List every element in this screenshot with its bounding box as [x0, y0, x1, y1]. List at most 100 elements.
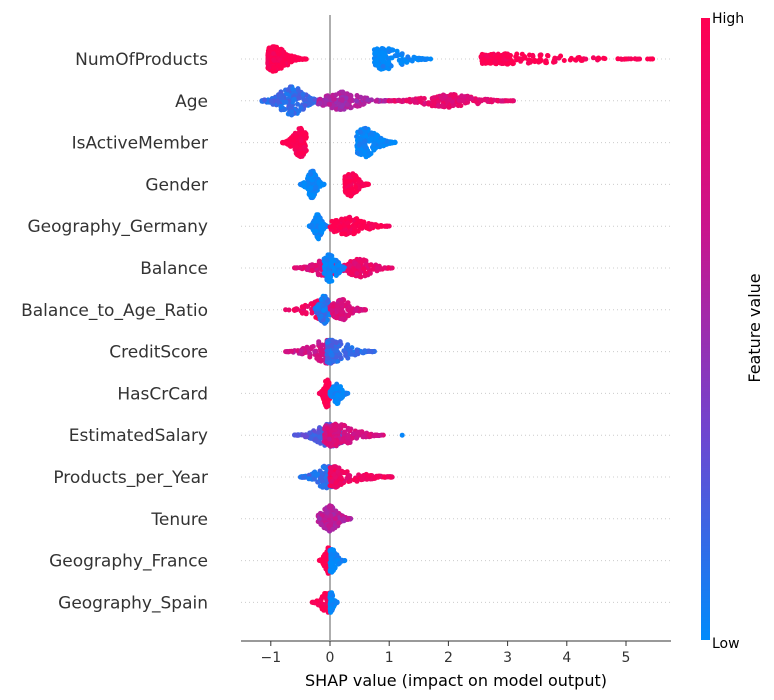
data-point	[277, 65, 283, 71]
data-point	[295, 101, 300, 107]
data-point	[351, 172, 356, 178]
data-point	[322, 434, 328, 440]
data-point	[356, 142, 362, 148]
data-point	[316, 430, 322, 436]
data-point	[334, 315, 340, 321]
data-point	[295, 88, 301, 93]
data-point	[307, 350, 312, 356]
data-point	[385, 56, 391, 62]
data-point	[303, 310, 309, 316]
data-point	[338, 355, 344, 361]
feature-label: EstimatedSalary	[69, 426, 208, 446]
data-point	[354, 150, 360, 156]
data-point	[376, 224, 382, 229]
data-point	[418, 57, 424, 63]
data-point	[357, 129, 363, 135]
data-point	[327, 391, 333, 397]
data-point	[349, 351, 355, 357]
data-point	[354, 306, 359, 312]
data-point	[545, 53, 550, 58]
data-point	[514, 51, 520, 57]
data-point	[379, 50, 385, 56]
data-point	[337, 225, 343, 230]
data-point	[544, 60, 549, 66]
data-point	[527, 59, 533, 65]
data-point	[460, 98, 466, 104]
data-point	[373, 98, 379, 104]
data-point	[365, 97, 371, 103]
data-point	[327, 436, 332, 442]
feature-swarm	[309, 590, 340, 615]
data-point	[324, 257, 330, 263]
data-point	[351, 267, 357, 273]
data-point	[330, 303, 336, 309]
data-point	[333, 340, 339, 346]
data-point	[339, 216, 344, 222]
data-point	[278, 104, 284, 110]
data-point	[357, 136, 363, 142]
feature-label: Balance_to_Age_Ratio	[21, 301, 208, 321]
data-point	[442, 94, 448, 100]
data-point	[632, 56, 638, 62]
data-point	[532, 59, 538, 65]
data-point	[334, 219, 340, 225]
data-point	[300, 432, 306, 438]
feature-swarm	[265, 44, 656, 74]
data-point	[372, 432, 378, 438]
data-point	[342, 181, 348, 187]
data-point	[308, 171, 314, 177]
data-point	[459, 93, 465, 99]
x-tick-label: −1	[260, 650, 281, 666]
data-point	[366, 432, 372, 438]
data-point	[276, 51, 282, 57]
data-point	[328, 552, 334, 558]
data-point	[300, 56, 306, 62]
data-point	[329, 307, 335, 313]
data-point	[319, 347, 325, 353]
data-point	[338, 301, 344, 307]
data-point	[399, 432, 405, 438]
data-point	[493, 59, 499, 64]
data-point	[366, 221, 372, 226]
data-point	[551, 59, 556, 65]
data-point	[356, 179, 362, 185]
data-point	[436, 103, 441, 108]
data-point	[320, 182, 326, 187]
data-point	[281, 62, 287, 68]
feature-label: Gender	[145, 175, 208, 195]
data-point	[311, 476, 317, 482]
data-point	[318, 604, 324, 610]
data-point	[348, 105, 354, 110]
data-point	[352, 226, 358, 232]
data-point	[324, 510, 330, 515]
data-point	[326, 270, 332, 276]
data-point	[330, 547, 336, 553]
data-point	[338, 309, 344, 315]
data-point	[450, 103, 456, 109]
data-point	[320, 223, 326, 228]
data-point	[417, 99, 423, 105]
data-point	[362, 348, 368, 354]
data-point	[354, 435, 360, 441]
data-point	[370, 266, 376, 272]
data-point	[285, 349, 291, 355]
data-point	[339, 316, 345, 322]
data-point	[388, 98, 394, 104]
data-point	[309, 263, 315, 269]
data-point	[334, 392, 340, 398]
data-point	[296, 108, 302, 114]
data-point	[366, 150, 372, 156]
feature-swarm	[292, 421, 405, 449]
data-point	[321, 270, 327, 276]
data-point	[311, 599, 317, 605]
feature-label: Geography_Germany	[28, 217, 209, 237]
data-point	[370, 131, 376, 137]
data-point	[280, 140, 286, 146]
data-point	[354, 478, 360, 484]
data-point	[313, 218, 319, 224]
data-point	[315, 234, 321, 240]
data-point	[354, 189, 359, 195]
data-point	[340, 394, 346, 400]
data-point	[354, 98, 360, 104]
